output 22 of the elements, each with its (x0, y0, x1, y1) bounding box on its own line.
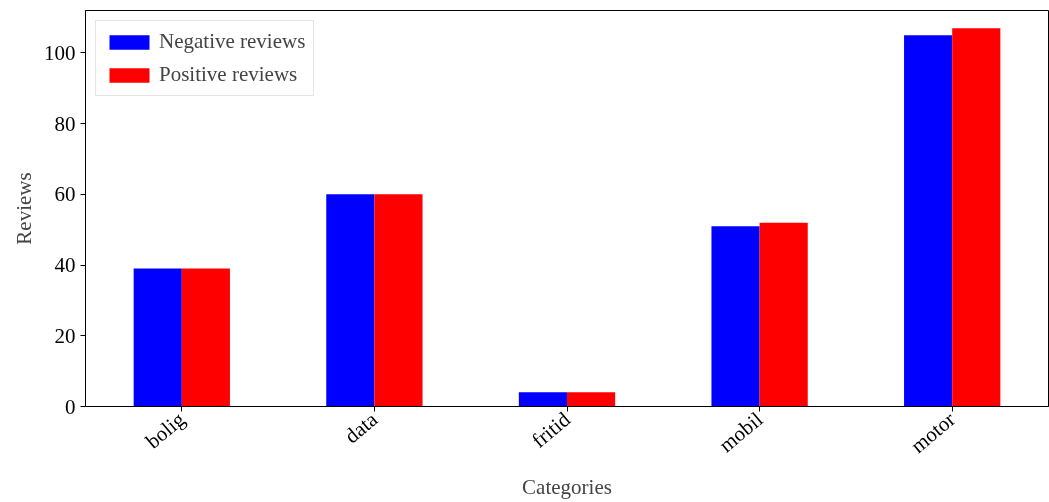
y-tick-label: 60 (54, 182, 76, 207)
bar (711, 226, 760, 407)
legend-label: Negative reviews (159, 29, 306, 54)
bar (133, 268, 182, 407)
y-tick-label: 20 (54, 323, 76, 348)
bar (518, 392, 567, 407)
y-tick-label: 100 (44, 40, 76, 65)
bar (326, 194, 375, 407)
bar (181, 268, 230, 407)
x-tick-label: data (339, 406, 383, 449)
y-tick-label: 0 (65, 394, 76, 419)
bar (374, 194, 423, 407)
y-axis-title: Reviews (12, 172, 36, 245)
bar (567, 392, 616, 407)
bar (904, 35, 953, 407)
bar (759, 222, 808, 407)
x-tick-label: bolig (141, 406, 190, 454)
x-axis-title: Categories (522, 475, 612, 500)
y-tick-label: 40 (54, 253, 76, 278)
y-tick-label: 80 (54, 111, 76, 136)
legend-label: Positive reviews (159, 62, 298, 87)
bar (952, 28, 1001, 407)
